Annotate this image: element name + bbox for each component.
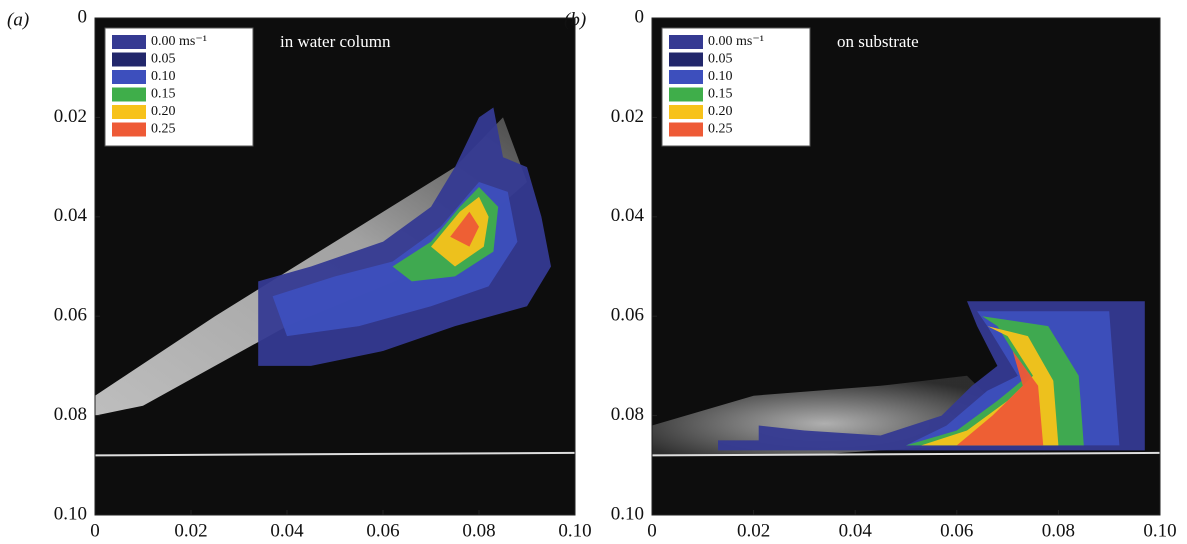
x-tick-label: 0.06 xyxy=(366,520,399,541)
surface-line xyxy=(651,451,1161,457)
velocity-contour xyxy=(450,211,479,247)
y-tick-label: 0.06 xyxy=(611,305,644,326)
legend-label: 0.15 xyxy=(708,87,733,102)
x-tick-label: 0 xyxy=(90,520,100,541)
y-tick-label: 0.10 xyxy=(611,503,644,524)
legend-swatch xyxy=(112,70,146,84)
x-tick-label: 0.02 xyxy=(174,520,207,541)
legend-swatch xyxy=(669,105,703,119)
legend-label: 0.05 xyxy=(151,52,176,67)
legend-swatch xyxy=(112,35,146,49)
y-tick-label: 0.02 xyxy=(54,106,87,127)
y-tick-label: 0.08 xyxy=(54,404,87,425)
legend-swatch xyxy=(669,122,703,137)
y-tick-label: 0.08 xyxy=(611,404,644,425)
panel-label: (a) xyxy=(7,9,29,30)
x-tick-label: 0.10 xyxy=(558,520,591,541)
y-tick-label: 0.04 xyxy=(54,205,88,226)
x-tick-label: 0.04 xyxy=(270,520,304,541)
x-tick-label: 0.10 xyxy=(1143,520,1176,541)
annotation: on substrate xyxy=(837,32,919,51)
panel-label: (b) xyxy=(564,9,586,30)
y-tick-label: 0 xyxy=(78,6,88,27)
annotation: in water column xyxy=(280,32,391,51)
y-tick-label: 0.04 xyxy=(611,205,645,226)
surface-line xyxy=(94,451,576,457)
x-tick-label: 0.08 xyxy=(1042,520,1075,541)
plot-frame xyxy=(651,17,1161,516)
plot-frame xyxy=(94,17,576,516)
legend-label: 0.00 ms⁻¹ xyxy=(151,34,207,49)
x-tick-label: 0.06 xyxy=(940,520,973,541)
legend-swatch xyxy=(669,35,703,49)
x-tick-label: 0.02 xyxy=(737,520,770,541)
y-tick-label: 0.02 xyxy=(611,106,644,127)
x-tick-label: 0.04 xyxy=(839,520,873,541)
x-tick-label: 0 xyxy=(647,520,657,541)
legend-label: 0.25 xyxy=(708,122,733,137)
legend-swatch xyxy=(669,70,703,84)
legend-label: 0.10 xyxy=(708,69,733,84)
legend-swatch xyxy=(112,122,146,137)
legend-label: 0.10 xyxy=(151,69,176,84)
legend-label: 0.25 xyxy=(151,122,176,137)
x-tick-label: 0.08 xyxy=(462,520,495,541)
legend-swatch xyxy=(112,52,146,67)
legend-label: 0.05 xyxy=(708,52,733,67)
y-tick-label: 0.06 xyxy=(54,305,87,326)
legend-label: 0.15 xyxy=(151,87,176,102)
legend-label: 0.20 xyxy=(151,104,176,119)
y-tick-label: 0.10 xyxy=(54,503,87,524)
legend-swatch xyxy=(112,87,146,102)
legend-swatch xyxy=(669,87,703,102)
y-tick-label: 0 xyxy=(635,6,645,27)
legend-label: 0.00 ms⁻¹ xyxy=(708,34,764,49)
legend-swatch xyxy=(669,52,703,67)
legend-label: 0.20 xyxy=(708,104,733,119)
velocity-contour xyxy=(956,351,1044,446)
legend-swatch xyxy=(112,105,146,119)
